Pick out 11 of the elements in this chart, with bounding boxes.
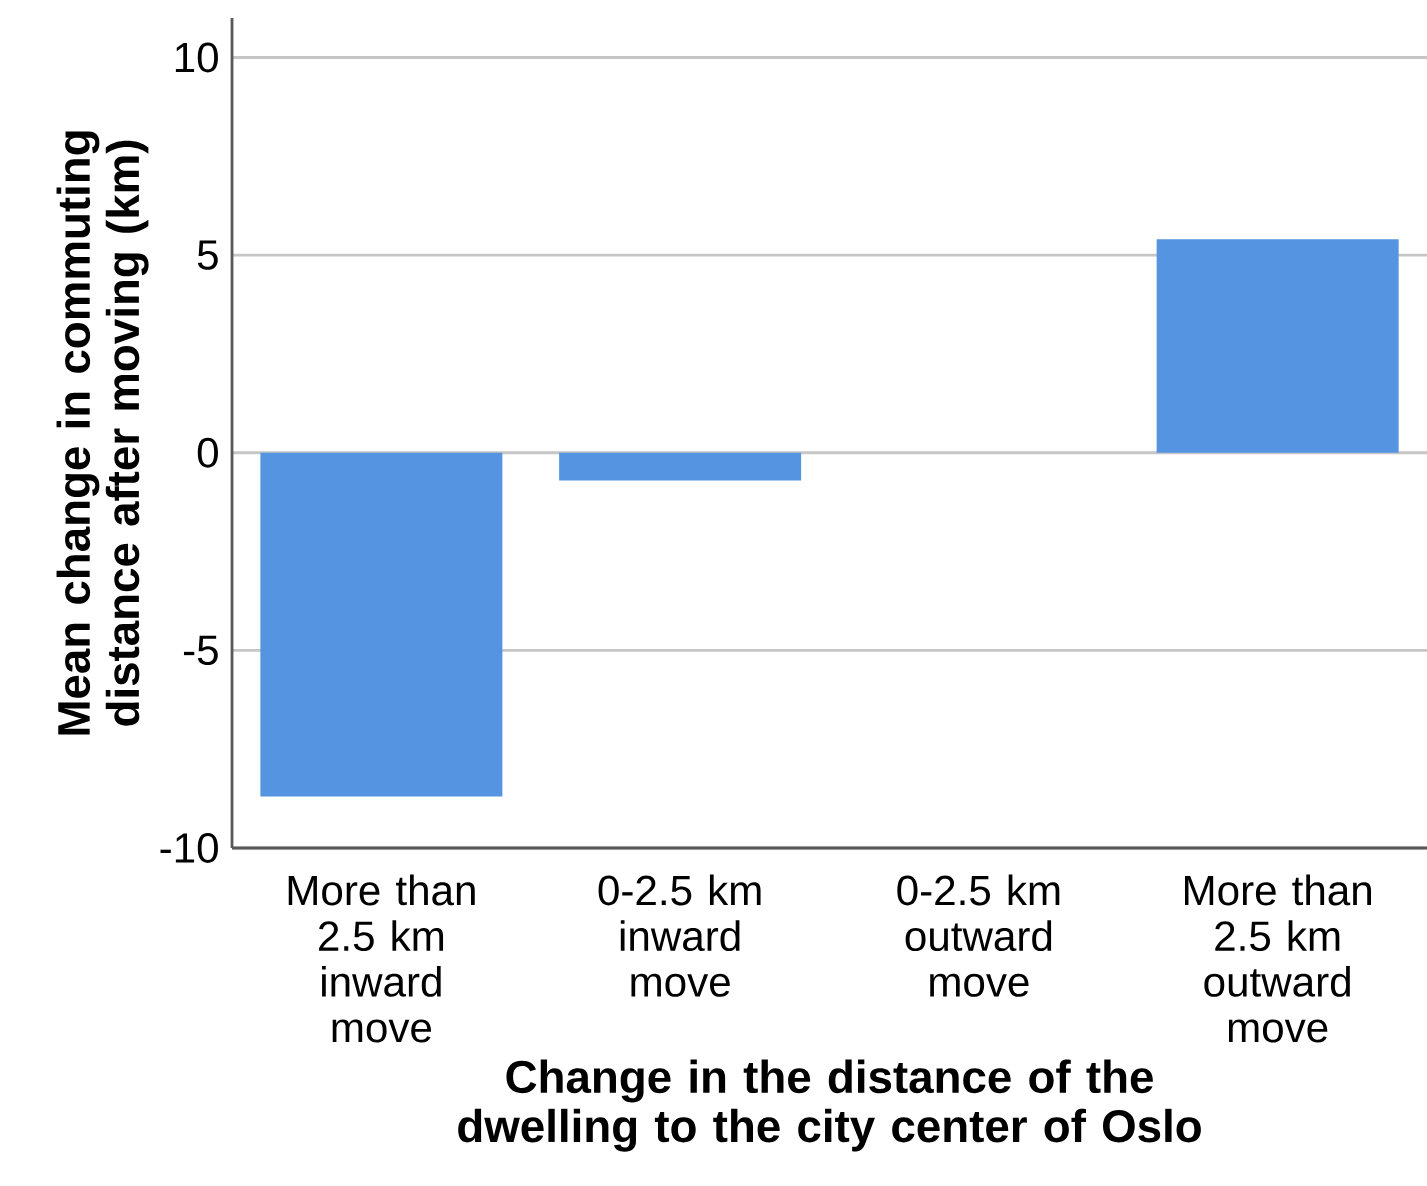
y-tick-label: -10: [160, 833, 218, 863]
x-axis-title: Change in the distance of the dwelling to the city center of Oslo: [458, 1059, 1201, 1152]
y-tick-label: -5: [183, 635, 218, 666]
y-tick-label: 10: [175, 42, 218, 73]
x-tick-label: More than 2.5 km outward move: [1185, 874, 1371, 1043]
x-tick-label: 0-2.5 km inward move: [598, 874, 761, 997]
y-axis-title: Mean change in commuting distance after moving (km): [56, 131, 149, 735]
y-tick-label: 5: [197, 240, 218, 270]
x-tick-label: More than 2.5 km inward move: [288, 874, 475, 1043]
y-tick-label: 0: [197, 437, 218, 468]
x-tick-label: 0-2.5 km outward move: [897, 874, 1060, 997]
